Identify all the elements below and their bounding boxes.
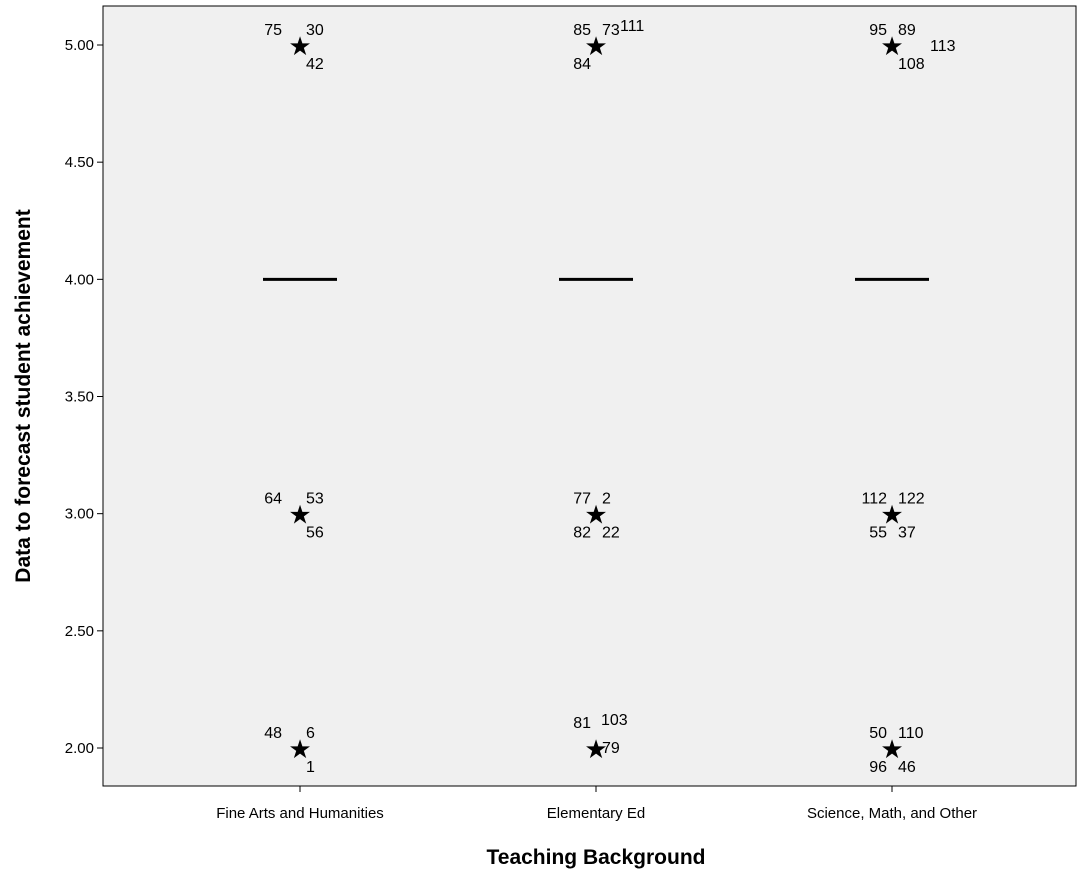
outlier-case-label: 53	[306, 491, 324, 508]
outlier-group: ★ 48 6 1	[264, 725, 315, 776]
outlier-point: ★	[880, 734, 903, 764]
x-tick-label: Fine Arts and Humanities	[216, 805, 384, 822]
outlier-point: ★	[880, 31, 903, 61]
outlier-case-label: 79	[602, 740, 620, 757]
x-tick-label: Science, Math, and Other	[807, 805, 977, 822]
y-tick-label: 4.00	[65, 271, 94, 288]
outlier-case-label: 2	[602, 491, 611, 508]
outlier-group: ★95 89 113 108	[869, 22, 955, 73]
outlier-group: ★ 81 103 79	[573, 712, 628, 764]
y-axis-title: Data to forecast student achievement	[12, 209, 35, 582]
outlier-case-label: 110	[898, 725, 924, 742]
outlier-case-label: 42	[306, 56, 324, 73]
y-tick-label: 2.00	[65, 740, 94, 757]
outlier-case-label: 55	[869, 525, 887, 542]
outlier-case-label: 108	[898, 56, 925, 73]
outlier-case-label: 77	[573, 491, 591, 508]
outlier-case-label: 37	[898, 525, 916, 542]
y-axis-ticks: 2.00 2.50 3.00 3.50 4.00 4.50 5.00	[65, 37, 103, 757]
outlier-group: ★77 2 82 22	[573, 491, 620, 542]
outlier-point: ★	[880, 500, 903, 530]
outlier-case-label: 73	[602, 22, 620, 39]
outlier-case-label: 113	[930, 38, 956, 55]
outlier-point: ★	[584, 500, 607, 530]
outlier-case-label: 95	[869, 22, 887, 39]
outlier-case-label: 48	[264, 725, 282, 742]
y-tick-label: 3.00	[65, 506, 94, 523]
outlier-case-label: 84	[573, 56, 591, 73]
outlier-case-label: 46	[898, 759, 916, 776]
outlier-case-label: 50	[869, 725, 887, 742]
x-tick-label: Elementary Ed	[547, 805, 645, 822]
outlier-case-label: 64	[264, 491, 282, 508]
outlier-case-label: 89	[898, 22, 916, 39]
outlier-point: ★	[584, 734, 607, 764]
y-tick-label: 3.50	[65, 389, 94, 406]
outlier-case-label: 122	[898, 491, 925, 508]
outlier-case-label: 81	[573, 715, 591, 732]
outlier-group: ★50 110 96 46	[869, 725, 923, 776]
plot-background	[102, 5, 1077, 787]
outlier-case-label: 30	[306, 22, 324, 39]
outlier-case-label: 112	[861, 491, 887, 508]
outlier-case-label: 75	[264, 22, 282, 39]
outlier-point: ★	[288, 734, 311, 764]
outlier-case-label: 22	[602, 525, 620, 542]
outlier-case-label: 56	[306, 525, 324, 542]
outlier-case-label: 6	[306, 725, 315, 742]
y-tick-label: 4.50	[65, 154, 94, 171]
outlier-case-label: 103	[601, 712, 628, 729]
outlier-case-label: 1	[306, 759, 315, 776]
outlier-case-label: 82	[573, 525, 591, 542]
y-tick-label: 5.00	[65, 37, 94, 54]
y-tick-label: 2.50	[65, 623, 94, 640]
x-axis-title: Teaching Background	[487, 846, 706, 869]
outlier-point: ★	[584, 31, 607, 61]
outlier-case-label: 96	[869, 759, 887, 776]
outlier-group: ★85 73 111 84	[573, 18, 644, 73]
outlier-group: ★ 75 30 42	[264, 22, 324, 73]
outlier-group: ★112 122 55 37	[861, 491, 924, 542]
outlier-point: ★	[288, 31, 311, 61]
outlier-point: ★	[288, 500, 311, 530]
x-axis-ticks: Fine Arts and Humanities Elementary Ed Sci…	[216, 786, 977, 822]
outlier-case-label: 111	[620, 18, 644, 35]
outlier-group: ★ 64 53 56	[264, 491, 324, 542]
outlier-case-label: 85	[573, 22, 591, 39]
